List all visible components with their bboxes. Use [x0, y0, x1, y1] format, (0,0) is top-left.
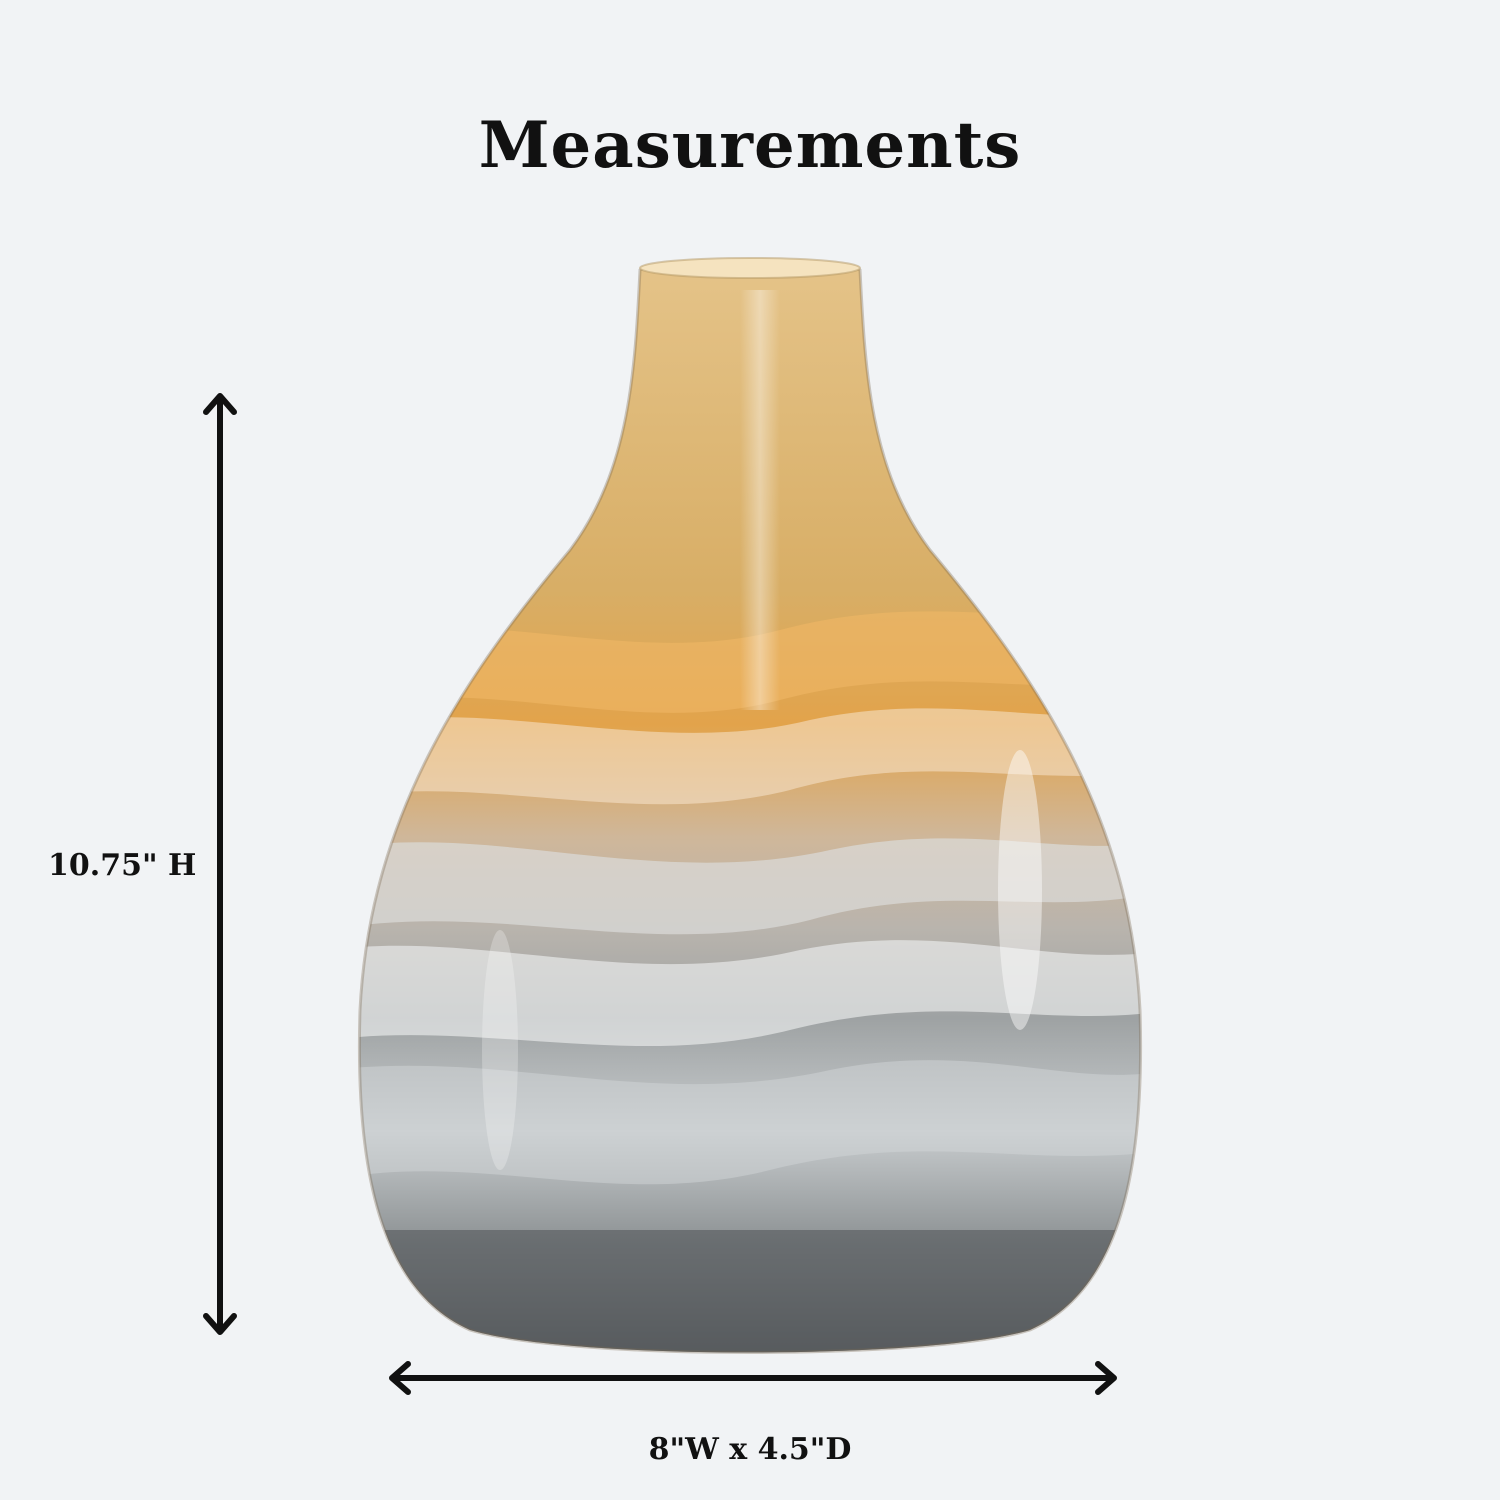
page-title: Measurements — [478, 108, 1022, 183]
height-arrow — [203, 393, 237, 1335]
height-label: 10.75" H — [48, 848, 197, 883]
width-arrow — [389, 1361, 1117, 1395]
width-label: 8"W x 4.5"D — [648, 1432, 852, 1467]
vase-illustration — [357, 257, 1143, 1354]
